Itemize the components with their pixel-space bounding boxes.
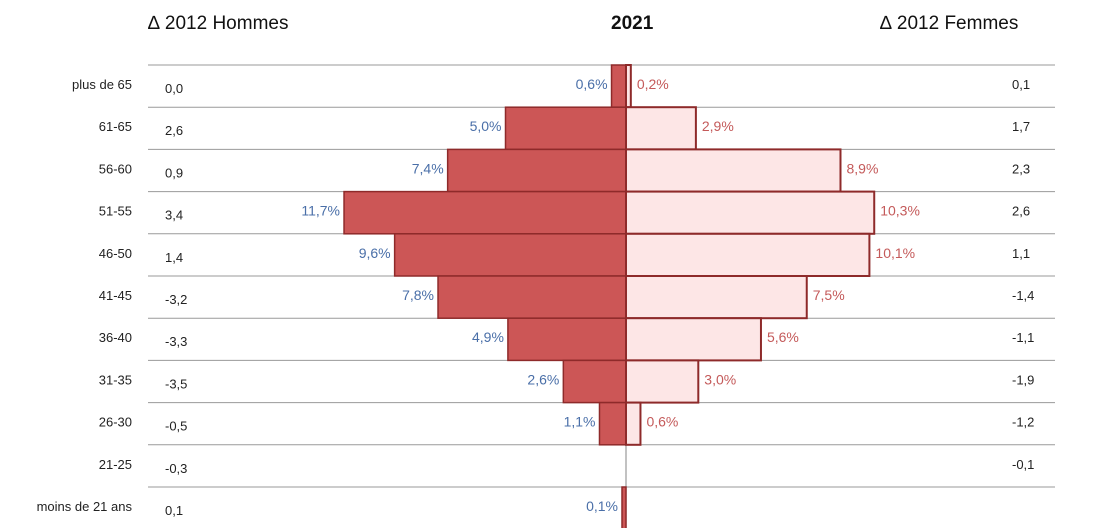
men-value-label: 1,1% — [564, 414, 596, 430]
delta-right-value: -1,2 — [1012, 415, 1034, 430]
men-bar — [621, 486, 627, 528]
men-value-label: 7,8% — [402, 287, 434, 303]
delta-left-value: 0,9 — [165, 165, 183, 180]
women-value-label: 3,0% — [704, 371, 736, 387]
men-bar — [393, 233, 627, 277]
women-value-label: 10,1% — [875, 245, 915, 261]
header-center: 2021 — [611, 13, 654, 34]
delta-right-value: -0,1 — [1012, 457, 1034, 472]
delta-left-value: 1,4 — [165, 250, 183, 265]
age-label: 61-65 — [99, 119, 132, 134]
delta-left-value: -0,3 — [165, 461, 187, 476]
men-bar — [507, 317, 627, 362]
women-bar — [625, 106, 697, 151]
men-value-label: 11,7% — [301, 203, 340, 219]
men-value-label: 5,0% — [470, 118, 502, 134]
women-bar — [625, 317, 762, 362]
delta-left-value: -3,2 — [165, 292, 187, 307]
women-value-label: 0,6% — [646, 414, 678, 430]
delta-left-value: 2,6 — [165, 123, 183, 138]
women-value-label: 0,2% — [637, 76, 669, 92]
delta-left-value: -3,5 — [165, 376, 187, 391]
delta-right-value: 2,3 — [1012, 161, 1030, 176]
age-label: 46-50 — [99, 246, 132, 261]
men-value-label: 0,1% — [586, 498, 618, 514]
women-value-label: 10,3% — [880, 203, 920, 219]
men-bar — [562, 359, 627, 404]
men-bar — [343, 190, 627, 235]
chart-text: plus de 65 0,0 0,1 0,6% 0,2% 61-65 2,6 1,7 5,0% 2… — [37, 76, 1035, 518]
women-value-label: 7,5% — [813, 287, 845, 303]
age-label: 31-35 — [99, 372, 132, 387]
men-bar — [504, 106, 627, 151]
women-bar — [625, 275, 808, 320]
delta-right-value: 1,7 — [1012, 119, 1030, 134]
women-value-label: 2,9% — [702, 118, 734, 134]
women-bar — [625, 64, 632, 109]
header-left: ∆ 2012 Hommes — [148, 13, 288, 34]
women-bar — [625, 148, 842, 193]
delta-right-value: 0,1 — [1012, 77, 1030, 92]
men-value-label: 4,9% — [472, 329, 504, 345]
delta-right-value: 2,6 — [1012, 204, 1030, 219]
men-value-label: 7,4% — [412, 160, 444, 176]
age-label: 51-55 — [99, 204, 132, 219]
men-value-label: 2,6% — [527, 371, 559, 387]
delta-right-value: -1,1 — [1012, 330, 1034, 345]
men-bar — [437, 275, 627, 319]
delta-left-value: -0,5 — [165, 419, 187, 434]
men-bars — [343, 64, 627, 528]
men-bar — [610, 64, 627, 108]
women-bar — [625, 232, 871, 278]
delta-right-value: -1,4 — [1012, 288, 1034, 303]
women-bar — [625, 401, 642, 446]
women-bar — [625, 359, 700, 404]
delta-left-value: 0,1 — [165, 503, 183, 518]
delta-left-value: 0,0 — [165, 81, 183, 96]
women-bars — [625, 64, 876, 446]
delta-left-value: 3,4 — [165, 208, 183, 223]
delta-right-value: 1,1 — [1012, 246, 1030, 261]
age-label: 26-30 — [99, 415, 132, 430]
men-value-label: 0,6% — [576, 76, 608, 92]
men-bar — [446, 148, 627, 193]
age-label: moins de 21 ans — [37, 499, 133, 514]
men-bar — [598, 401, 627, 446]
delta-left-value: -3,3 — [165, 334, 187, 349]
men-value-label: 9,6% — [359, 245, 391, 261]
women-bar — [625, 190, 876, 235]
age-label: 21-25 — [99, 457, 132, 472]
age-label: plus de 65 — [72, 77, 132, 92]
age-label: 41-45 — [99, 288, 132, 303]
age-label: 36-40 — [99, 330, 132, 345]
delta-right-value: -1,9 — [1012, 372, 1034, 387]
women-value-label: 5,6% — [767, 329, 799, 345]
header-right: ∆ 2012 Femmes — [880, 13, 1018, 34]
age-label: 56-60 — [99, 161, 132, 176]
women-value-label: 8,9% — [846, 160, 878, 176]
